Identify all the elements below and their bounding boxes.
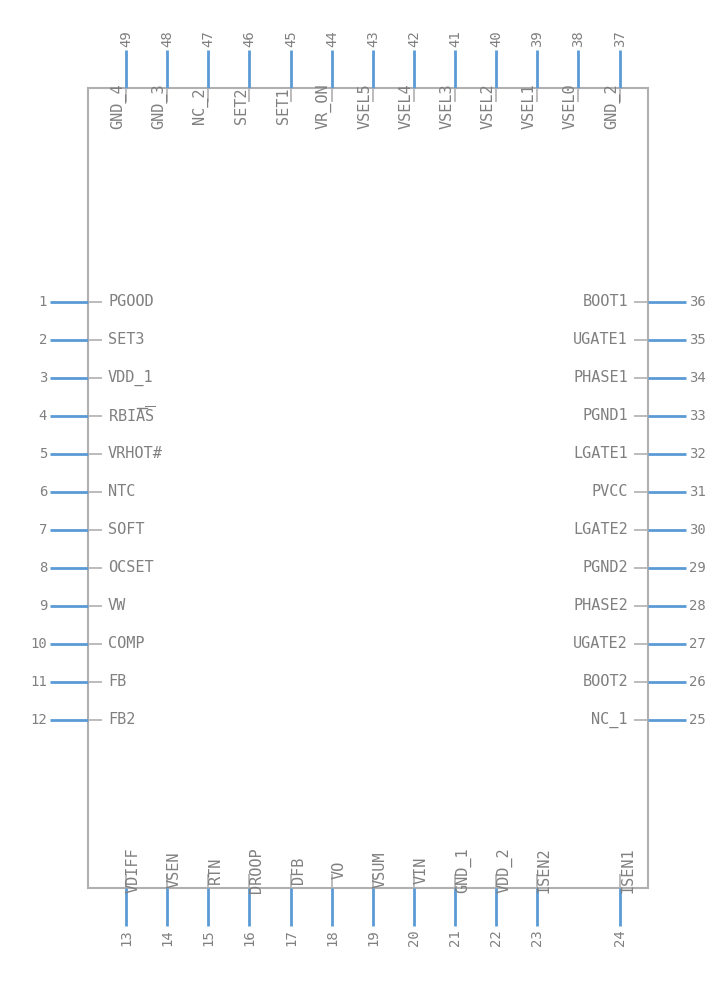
Text: RTN: RTN bbox=[208, 857, 223, 884]
Text: 21: 21 bbox=[448, 929, 462, 946]
Text: GND_3: GND_3 bbox=[151, 84, 167, 129]
Text: VR_ON: VR_ON bbox=[316, 84, 332, 129]
Text: 49: 49 bbox=[119, 30, 133, 47]
Text: PHASE2: PHASE2 bbox=[573, 599, 628, 614]
Text: 5: 5 bbox=[39, 447, 47, 461]
Text: 19: 19 bbox=[366, 929, 380, 946]
Text: 48: 48 bbox=[160, 30, 174, 47]
Text: PGND1: PGND1 bbox=[582, 408, 628, 423]
Text: 6: 6 bbox=[39, 485, 47, 499]
Text: ISEN2: ISEN2 bbox=[537, 847, 552, 893]
Text: 38: 38 bbox=[571, 30, 585, 47]
Text: BOOT2: BOOT2 bbox=[582, 674, 628, 689]
Text: 27: 27 bbox=[689, 637, 705, 651]
Text: PVCC: PVCC bbox=[592, 485, 628, 500]
Text: 16: 16 bbox=[242, 929, 256, 946]
Text: 34: 34 bbox=[689, 371, 705, 385]
Text: VSUM: VSUM bbox=[373, 852, 388, 888]
Text: 20: 20 bbox=[407, 929, 421, 946]
Text: VW: VW bbox=[108, 599, 126, 614]
Text: DFB: DFB bbox=[291, 857, 306, 884]
Text: 45: 45 bbox=[284, 30, 298, 47]
Text: VIN: VIN bbox=[414, 857, 429, 884]
Text: LGATE1: LGATE1 bbox=[573, 447, 628, 462]
Text: 23: 23 bbox=[530, 929, 544, 946]
Text: 18: 18 bbox=[325, 929, 339, 946]
Text: FB: FB bbox=[108, 674, 126, 689]
Text: NC_1: NC_1 bbox=[592, 712, 628, 728]
Text: GND_1: GND_1 bbox=[455, 847, 471, 893]
Text: 10: 10 bbox=[31, 637, 47, 651]
Text: 36: 36 bbox=[689, 295, 705, 309]
Text: 12: 12 bbox=[31, 713, 47, 727]
Text: 46: 46 bbox=[242, 30, 256, 47]
Bar bbox=[88, 88, 648, 888]
Text: FB2: FB2 bbox=[108, 713, 135, 728]
Text: GND_4: GND_4 bbox=[110, 84, 126, 129]
Text: 41: 41 bbox=[448, 30, 462, 47]
Text: VSEL5: VSEL5 bbox=[358, 84, 373, 129]
Text: DROOP: DROOP bbox=[249, 847, 264, 893]
Text: 28: 28 bbox=[689, 599, 705, 613]
Text: 43: 43 bbox=[366, 30, 380, 47]
Text: VDD_2: VDD_2 bbox=[496, 847, 513, 893]
Text: 30: 30 bbox=[689, 523, 705, 537]
Text: VSEN: VSEN bbox=[167, 852, 182, 888]
Text: 8: 8 bbox=[39, 561, 47, 575]
Text: NTC: NTC bbox=[108, 485, 135, 500]
Text: SET3: SET3 bbox=[108, 333, 144, 348]
Text: NC_2: NC_2 bbox=[191, 88, 208, 124]
Text: 29: 29 bbox=[689, 561, 705, 575]
Text: VSEL1: VSEL1 bbox=[522, 84, 537, 129]
Text: UGATE1: UGATE1 bbox=[573, 333, 628, 348]
Text: COMP: COMP bbox=[108, 636, 144, 651]
Text: SOFT: SOFT bbox=[108, 522, 144, 537]
Text: 15: 15 bbox=[201, 929, 215, 946]
Text: PGND2: PGND2 bbox=[582, 560, 628, 576]
Text: SET1: SET1 bbox=[276, 88, 291, 124]
Text: 13: 13 bbox=[119, 929, 133, 946]
Text: ISEN1: ISEN1 bbox=[620, 847, 635, 893]
Text: OCSET: OCSET bbox=[108, 560, 154, 576]
Text: PGOOD: PGOOD bbox=[108, 294, 154, 309]
Text: 11: 11 bbox=[31, 675, 47, 689]
Text: 31: 31 bbox=[689, 485, 705, 499]
Text: 22: 22 bbox=[489, 929, 503, 946]
Text: 2: 2 bbox=[39, 333, 47, 347]
Text: VSEL3: VSEL3 bbox=[440, 84, 455, 129]
Text: 25: 25 bbox=[689, 713, 705, 727]
Text: VDD_1: VDD_1 bbox=[108, 370, 154, 386]
Text: LGATE2: LGATE2 bbox=[573, 522, 628, 537]
Text: 1: 1 bbox=[39, 295, 47, 309]
Text: 4: 4 bbox=[39, 409, 47, 423]
Text: 42: 42 bbox=[407, 30, 421, 47]
Text: GND_2: GND_2 bbox=[604, 84, 620, 129]
Text: VSEL0: VSEL0 bbox=[563, 84, 578, 129]
Text: VDIFF: VDIFF bbox=[126, 847, 141, 893]
Text: 40: 40 bbox=[489, 30, 503, 47]
Text: 9: 9 bbox=[39, 599, 47, 613]
Text: 44: 44 bbox=[325, 30, 339, 47]
Text: 24: 24 bbox=[613, 929, 627, 946]
Text: 47: 47 bbox=[201, 30, 215, 47]
Text: SET2: SET2 bbox=[234, 88, 249, 124]
Text: 33: 33 bbox=[689, 409, 705, 423]
Text: VO: VO bbox=[332, 861, 347, 879]
Text: BOOT1: BOOT1 bbox=[582, 294, 628, 309]
Text: 35: 35 bbox=[689, 333, 705, 347]
Text: VSEL2: VSEL2 bbox=[481, 84, 496, 129]
Text: 37: 37 bbox=[613, 30, 627, 47]
Text: 26: 26 bbox=[689, 675, 705, 689]
Text: 14: 14 bbox=[160, 929, 174, 946]
Text: 17: 17 bbox=[284, 929, 298, 946]
Text: VRHOT#: VRHOT# bbox=[108, 447, 163, 462]
Text: 7: 7 bbox=[39, 523, 47, 537]
Text: 3: 3 bbox=[39, 371, 47, 385]
Text: UGATE2: UGATE2 bbox=[573, 636, 628, 651]
Text: 39: 39 bbox=[530, 30, 544, 47]
Text: VSEL4: VSEL4 bbox=[399, 84, 414, 129]
Text: RBIA$\mathdefault{\overline{S}}$: RBIA$\mathdefault{\overline{S}}$ bbox=[108, 406, 156, 426]
Text: PHASE1: PHASE1 bbox=[573, 371, 628, 385]
Text: 32: 32 bbox=[689, 447, 705, 461]
